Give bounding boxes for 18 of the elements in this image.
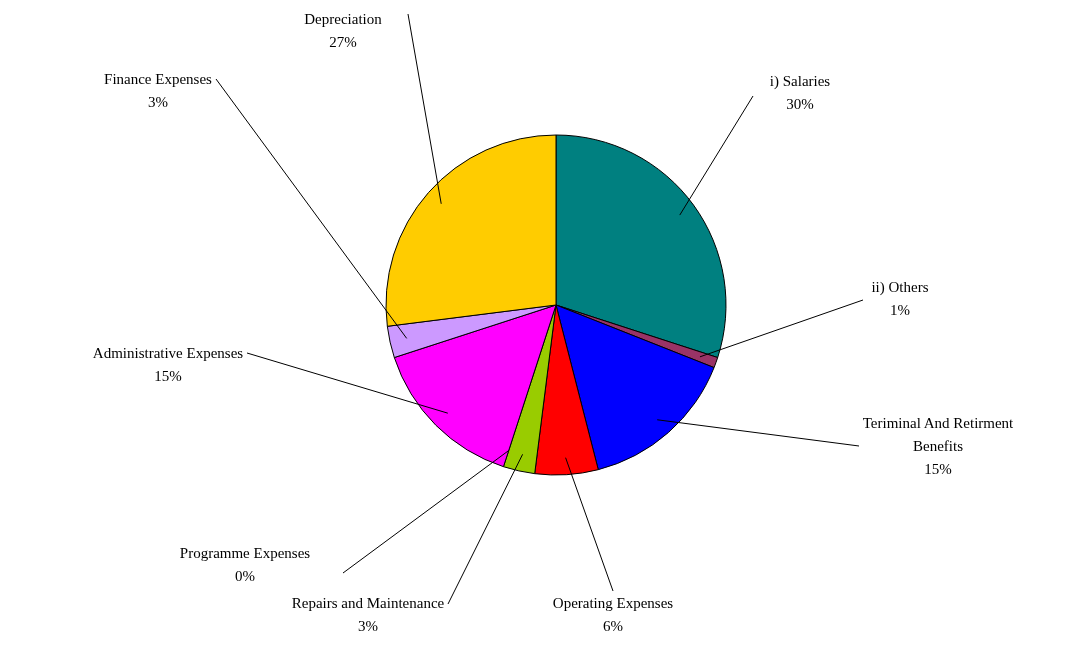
category-label: Programme Expenses bbox=[179, 545, 311, 561]
slice-label: ii) Others bbox=[871, 279, 929, 296]
slice-label: Finance Expenses bbox=[104, 71, 213, 87]
data-label: 30% bbox=[786, 96, 814, 112]
text: 0% bbox=[235, 568, 255, 584]
slice-label: i) Salaries bbox=[769, 73, 831, 90]
slice-label: Depreciation bbox=[304, 11, 383, 27]
data-label: 6% bbox=[603, 618, 623, 634]
slice-label: Teriminal And Retirment Benefits bbox=[862, 415, 1015, 454]
data-label: 15% bbox=[154, 368, 182, 384]
data-label: 27% bbox=[329, 34, 357, 50]
slice-label: Operating Expenses bbox=[552, 595, 674, 611]
data-label: 3% bbox=[358, 618, 378, 634]
slice-label: Repairs and Maintenance bbox=[291, 595, 445, 611]
data-label: 15% bbox=[924, 461, 952, 477]
data-label: 3% bbox=[148, 94, 168, 110]
slice-label: Administrative Expenses bbox=[92, 345, 244, 361]
data-label: 1% bbox=[890, 302, 910, 318]
